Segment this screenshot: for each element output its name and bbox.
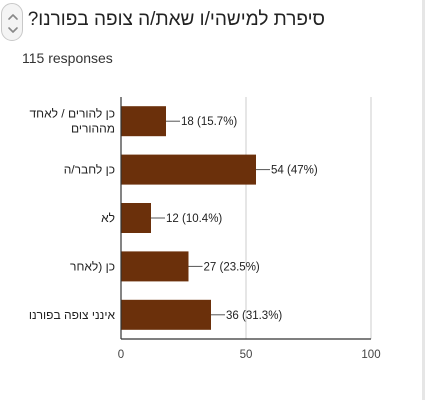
scroll-up-down-icon[interactable] (1, 3, 23, 41)
page-edge-divider (422, 0, 425, 400)
data-label: 54 (47%) (271, 165, 318, 177)
category-label: אינני צופה בפורנו (29, 308, 116, 322)
bar (121, 299, 211, 330)
category-label: כן להורים / לאחד (30, 107, 115, 121)
bar (121, 203, 151, 233)
x-tick-label: 50 (240, 349, 253, 361)
category-label: לא (101, 211, 115, 225)
data-label: 36 (31.3%) (226, 310, 282, 322)
category-label: מההורים (71, 122, 115, 136)
x-tick-label: 0 (118, 349, 124, 361)
data-label: 18 (15.7%) (181, 116, 237, 128)
x-tick-label: 100 (361, 349, 380, 361)
category-label: כן (לאחר (70, 259, 115, 273)
bar (121, 251, 189, 282)
response-count: 115 responses (22, 50, 113, 66)
category-label: כן לחבר/ה (64, 163, 115, 177)
bar (121, 106, 166, 137)
question-title: סיפרת למישהי/ו שאת/ה צופה בפורנו? (27, 9, 325, 30)
data-label: 27 (23.5%) (204, 261, 260, 273)
data-label: 12 (10.4%) (166, 213, 222, 225)
bar (121, 154, 256, 185)
